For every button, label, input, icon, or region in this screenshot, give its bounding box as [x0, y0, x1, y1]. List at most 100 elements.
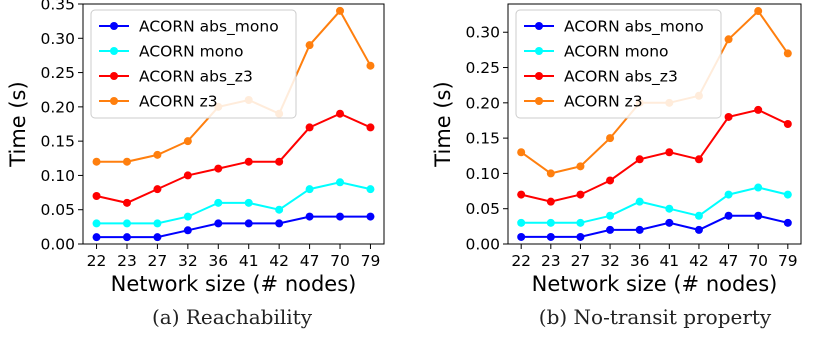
- data-point: [92, 219, 101, 228]
- data-point: [153, 150, 162, 159]
- y-tick-label: 0.05: [40, 201, 75, 219]
- data-point: [694, 225, 703, 234]
- data-point: [92, 233, 101, 242]
- y-axis-label: Time (s): [6, 81, 30, 167]
- data-point: [724, 112, 733, 121]
- y-tick-label: 0.00: [465, 236, 500, 254]
- legend-swatch-marker: [535, 47, 543, 55]
- x-tick-label: 79: [778, 252, 798, 270]
- x-tick-label: 41: [239, 252, 259, 270]
- data-point: [244, 157, 253, 166]
- data-point: [546, 169, 555, 178]
- x-tick-label: 41: [659, 252, 679, 270]
- x-tick-label: 70: [330, 252, 350, 270]
- x-tick-label: 36: [208, 252, 228, 270]
- legend-box: [515, 9, 722, 119]
- data-point: [606, 225, 615, 234]
- data-point: [153, 233, 162, 242]
- legend-swatch-marker: [110, 22, 118, 30]
- y-tick-label: 0.30: [465, 24, 500, 42]
- data-point: [305, 185, 314, 194]
- caption-no-transit: (b) No-transit property: [538, 305, 772, 329]
- data-point: [665, 148, 674, 157]
- data-point: [694, 155, 703, 164]
- data-point: [275, 157, 284, 166]
- data-point: [546, 197, 555, 206]
- data-point: [214, 198, 223, 207]
- x-tick-label: 42: [269, 252, 289, 270]
- data-point: [517, 232, 526, 241]
- x-tick-label: 22: [87, 252, 107, 270]
- data-point: [336, 6, 345, 15]
- y-tick-label: 0.00: [40, 236, 75, 254]
- data-point: [517, 218, 526, 227]
- data-point: [606, 176, 615, 185]
- x-tick-label: 47: [719, 252, 739, 270]
- data-point: [153, 219, 162, 228]
- data-point: [606, 211, 615, 220]
- data-point: [214, 164, 223, 173]
- data-point: [783, 120, 792, 128]
- legend-swatch-marker: [110, 72, 118, 80]
- data-point: [724, 35, 733, 44]
- data-point: [665, 204, 674, 213]
- legend-entry-label: ACORN z3: [564, 93, 643, 111]
- series-line-2: [96, 112, 371, 204]
- data-point: [153, 185, 162, 194]
- data-point: [183, 171, 192, 180]
- data-point: [783, 49, 792, 58]
- legend: ACORN abs_mono ACORN mono ACORN abs_z3 ACOR…: [515, 9, 722, 119]
- y-tick-label: 0.05: [465, 200, 500, 218]
- y-tick-label: 0.15: [465, 130, 500, 148]
- data-point: [517, 148, 526, 157]
- data-point: [366, 61, 375, 70]
- data-point: [635, 155, 644, 164]
- data-point: [576, 190, 585, 199]
- series-line-1: [96, 181, 371, 225]
- data-point: [694, 211, 703, 220]
- plot-frame: [507, 3, 802, 245]
- data-point: [244, 198, 253, 207]
- x-tick-label: 47: [300, 252, 320, 270]
- x-axis-label: Network size (# nodes): [111, 272, 357, 296]
- y-tick-label: 0.10: [465, 165, 500, 183]
- data-point: [122, 157, 131, 166]
- data-point: [275, 219, 284, 228]
- x-tick-label: 79: [361, 252, 381, 270]
- legend-entry-label: ACORN mono: [564, 43, 669, 61]
- data-point: [92, 157, 101, 166]
- data-point: [214, 219, 223, 228]
- legend-box: [90, 9, 297, 119]
- data-point: [92, 192, 101, 200]
- series-line-1: [521, 186, 789, 224]
- chart-no-transit: 0.00 0.05 0.10 0.15 0.20 0.25 0.30 22 23 27 32 36 41…: [431, 3, 802, 296]
- series-line-0: [96, 215, 371, 239]
- y-tick-label: 0.35: [40, 0, 75, 14]
- data-point: [783, 218, 792, 227]
- data-point: [754, 7, 763, 16]
- series-line-0: [521, 214, 789, 238]
- legend-entry-label: ACORN abs_z3: [564, 68, 678, 87]
- y-tick-label: 0.15: [40, 133, 75, 151]
- legend-entry-label: ACORN abs_mono: [564, 18, 704, 37]
- x-tick-label: 42: [689, 252, 709, 270]
- data-point: [183, 226, 192, 235]
- legend: ACORN abs_mono ACORN mono ACORN abs_z3 ACOR…: [90, 9, 297, 119]
- data-point: [754, 105, 763, 114]
- data-point: [635, 225, 644, 234]
- x-tick-label: 23: [541, 252, 561, 270]
- legend-swatch-marker: [535, 72, 543, 80]
- x-tick-label: 27: [571, 252, 591, 270]
- legend-entry-label: ACORN abs_mono: [139, 18, 279, 37]
- y-tick-label: 0.25: [40, 64, 75, 82]
- x-tick-label: 23: [117, 252, 137, 270]
- y-tick-label: 0.20: [465, 94, 500, 112]
- y-tick-label: 0.20: [40, 98, 75, 116]
- data-point: [606, 134, 615, 143]
- data-point: [336, 109, 345, 118]
- data-point: [122, 198, 131, 207]
- y-tick-label: 0.10: [40, 167, 75, 185]
- data-point: [183, 212, 192, 221]
- data-point: [576, 218, 585, 227]
- data-point: [336, 212, 345, 221]
